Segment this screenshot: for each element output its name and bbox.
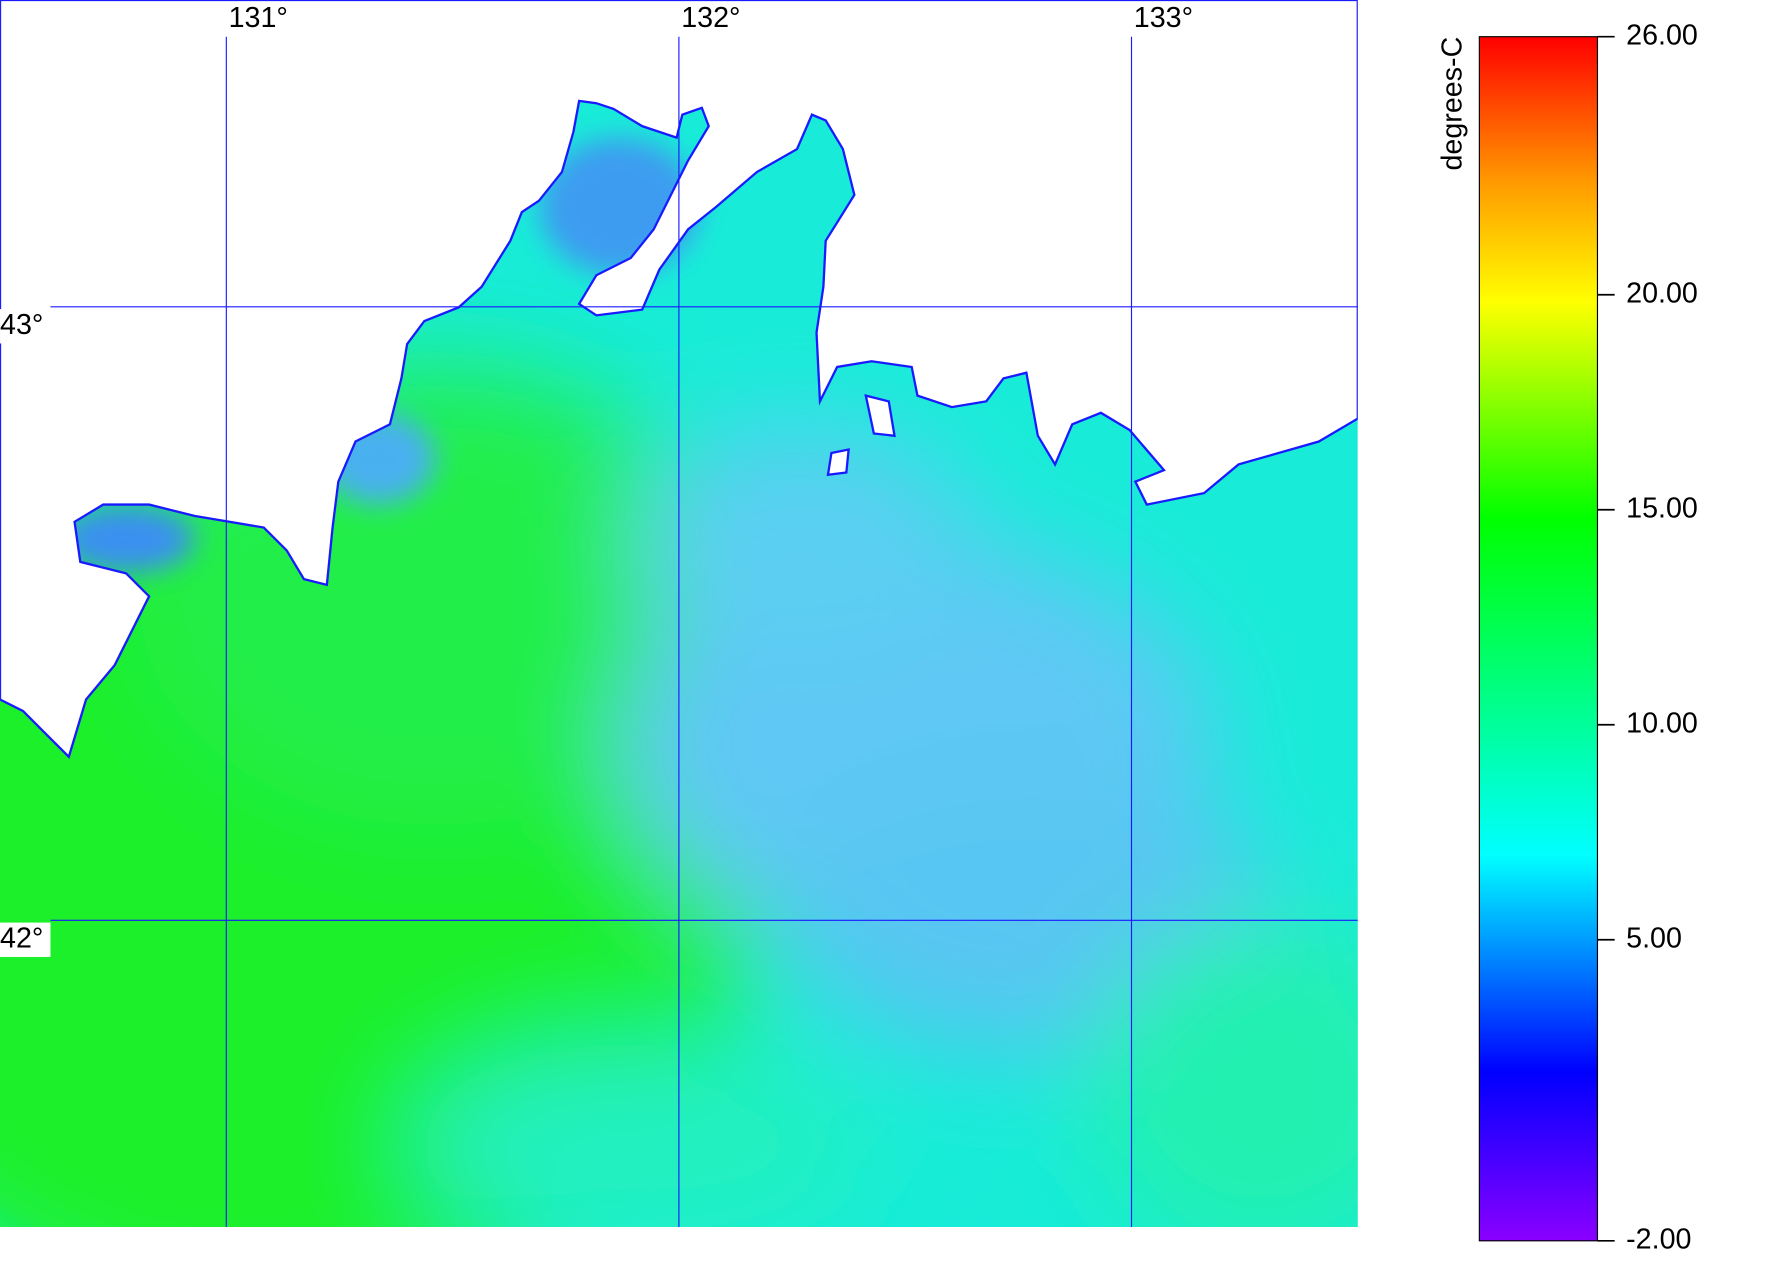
colorbar-tick-label: 5.00 bbox=[1626, 922, 1682, 954]
colorbar-title: degrees-C bbox=[1437, 37, 1469, 171]
colorbar bbox=[1478, 36, 1599, 1242]
land bbox=[0, 0, 1358, 760]
colorbar-tick-label: 10.00 bbox=[1626, 707, 1698, 739]
colorbar-tick-label: 15.00 bbox=[1626, 492, 1698, 524]
colorbar-tick-label: 26.00 bbox=[1626, 19, 1698, 51]
latitude-label: 42° bbox=[0, 922, 43, 954]
island bbox=[864, 394, 896, 438]
sst-image bbox=[0, 0, 1358, 1228]
latitude-label: 43° bbox=[0, 309, 43, 341]
island bbox=[826, 448, 850, 477]
latitude-label-bg bbox=[0, 922, 51, 957]
latitude-label-bg bbox=[0, 309, 51, 344]
colorbar-tick-label: -2.00 bbox=[1626, 1223, 1691, 1255]
longitude-label: 131° bbox=[229, 2, 288, 34]
longitude-label: 133° bbox=[1134, 2, 1193, 34]
longitude-label: 132° bbox=[681, 2, 740, 34]
graticule bbox=[50, 36, 1358, 1228]
colorbar-tick-label: 20.00 bbox=[1626, 277, 1698, 309]
